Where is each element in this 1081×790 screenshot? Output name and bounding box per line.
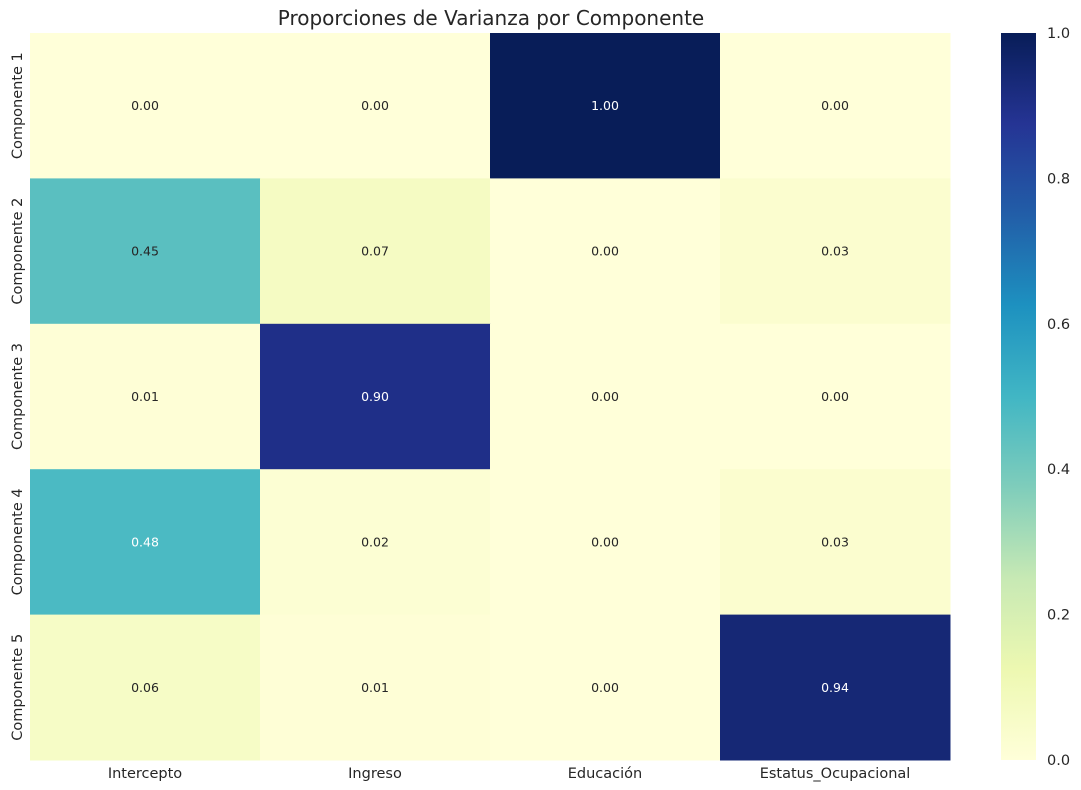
- cell-value-label: 0.06: [131, 680, 159, 695]
- y-axis-tick-labels: Componente 1 Componente 2 Componente 3 Comp…: [10, 52, 26, 741]
- cell-value-label: 1.00: [591, 98, 619, 113]
- cell-value-label: 0.94: [821, 680, 849, 695]
- heatmap-cell: [30, 469, 261, 616]
- heatmap-cell: [260, 33, 491, 179]
- heatmap-cell: [490, 469, 721, 616]
- cell-value-label: 0.07: [361, 244, 389, 259]
- heatmap-cell: [490, 178, 721, 325]
- cell-value-label: 0.00: [591, 680, 619, 695]
- heatmap-cell: [720, 323, 951, 470]
- heatmap-cell: [490, 614, 721, 761]
- heatmap-cell: [30, 33, 261, 179]
- colorbar-tick-label: 0.0: [1047, 753, 1070, 769]
- x-tick-label: Ingreso: [348, 766, 402, 782]
- y-tick-label: Componente 4: [10, 488, 26, 595]
- chart-title: Proporciones de Varianza por Componente: [278, 6, 704, 30]
- heatmap-cell: [30, 323, 261, 470]
- cell-value-label: 0.00: [591, 389, 619, 404]
- heatmap-cell: [260, 178, 491, 325]
- cell-value-label: 0.03: [821, 534, 849, 549]
- x-tick-label: Educación: [568, 766, 642, 782]
- cell-value-label: 0.00: [591, 244, 619, 259]
- colorbar-tick-label: 0.8: [1047, 171, 1070, 187]
- cell-value-label: 0.00: [361, 98, 389, 113]
- heatmap-cell: [260, 614, 491, 761]
- heatmap-cell: [260, 323, 491, 470]
- heatmap-cell: [720, 614, 951, 761]
- cell-value-label: 0.45: [131, 244, 159, 259]
- cell-value-label: 0.00: [131, 98, 159, 113]
- heatmap-cell: [260, 469, 491, 616]
- heatmap-cell-labels: 0.00 0.00 1.00 0.00 0.45 0.07 0.00 0.03 0.01 0.90…: [131, 98, 849, 695]
- heatmap-cell: [490, 33, 721, 179]
- x-tick-label: Estatus_Ocupacional: [760, 766, 911, 782]
- cell-value-label: 0.01: [131, 389, 159, 404]
- cell-value-label: 0.00: [821, 98, 849, 113]
- y-tick-label: Componente 2: [10, 198, 26, 305]
- cell-value-label: 0.02: [361, 534, 389, 549]
- colorbar-tick-label: 1.0: [1047, 26, 1070, 42]
- heatmap-cell: [30, 178, 261, 325]
- cell-value-label: 0.48: [131, 534, 159, 549]
- heatmap-cell: [720, 33, 951, 179]
- cell-value-label: 0.00: [591, 534, 619, 549]
- heatmap-cell: [490, 323, 721, 470]
- x-tick-label: Intercepto: [108, 766, 182, 782]
- cell-value-label: 0.00: [821, 389, 849, 404]
- cell-value-label: 0.03: [821, 244, 849, 259]
- cell-value-label: 0.01: [361, 680, 389, 695]
- colorbar-tick-label: 0.4: [1047, 462, 1070, 478]
- x-axis-tick-labels: Intercepto Ingreso Educación Estatus_Ocupac…: [108, 766, 910, 782]
- y-tick-label: Componente 1: [10, 52, 26, 159]
- colorbar: [1001, 33, 1036, 760]
- y-tick-label: Componente 3: [10, 343, 26, 450]
- heatmap-cell: [720, 469, 951, 616]
- heatmap-cell: [30, 614, 261, 761]
- colorbar-tick-labels: 0.0 0.2 0.4 0.6 0.8 1.0: [1047, 26, 1070, 769]
- y-tick-label: Componente 5: [10, 634, 26, 741]
- heatmap-cells: [30, 33, 951, 761]
- cell-value-label: 0.90: [361, 389, 389, 404]
- colorbar-tick-label: 0.6: [1047, 317, 1070, 333]
- heatmap-cell: [720, 178, 951, 325]
- colorbar-tick-label: 0.2: [1047, 608, 1070, 624]
